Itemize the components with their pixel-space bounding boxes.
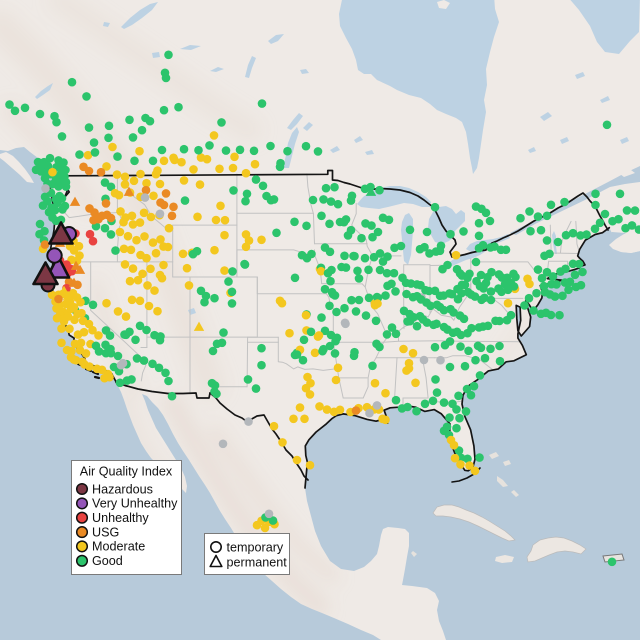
svg-text:Air Quality Index: Air Quality Index <box>80 465 173 479</box>
svg-text:temporary: temporary <box>227 540 284 554</box>
svg-text:Moderate: Moderate <box>92 540 145 554</box>
svg-text:Very Unhealthy: Very Unhealthy <box>92 497 178 511</box>
svg-text:USG: USG <box>92 525 119 539</box>
svg-text:Good: Good <box>92 554 123 568</box>
svg-text:permanent: permanent <box>227 555 288 569</box>
svg-text:Unhealthy: Unhealthy <box>92 511 149 525</box>
svg-text:Hazardous: Hazardous <box>92 482 153 496</box>
